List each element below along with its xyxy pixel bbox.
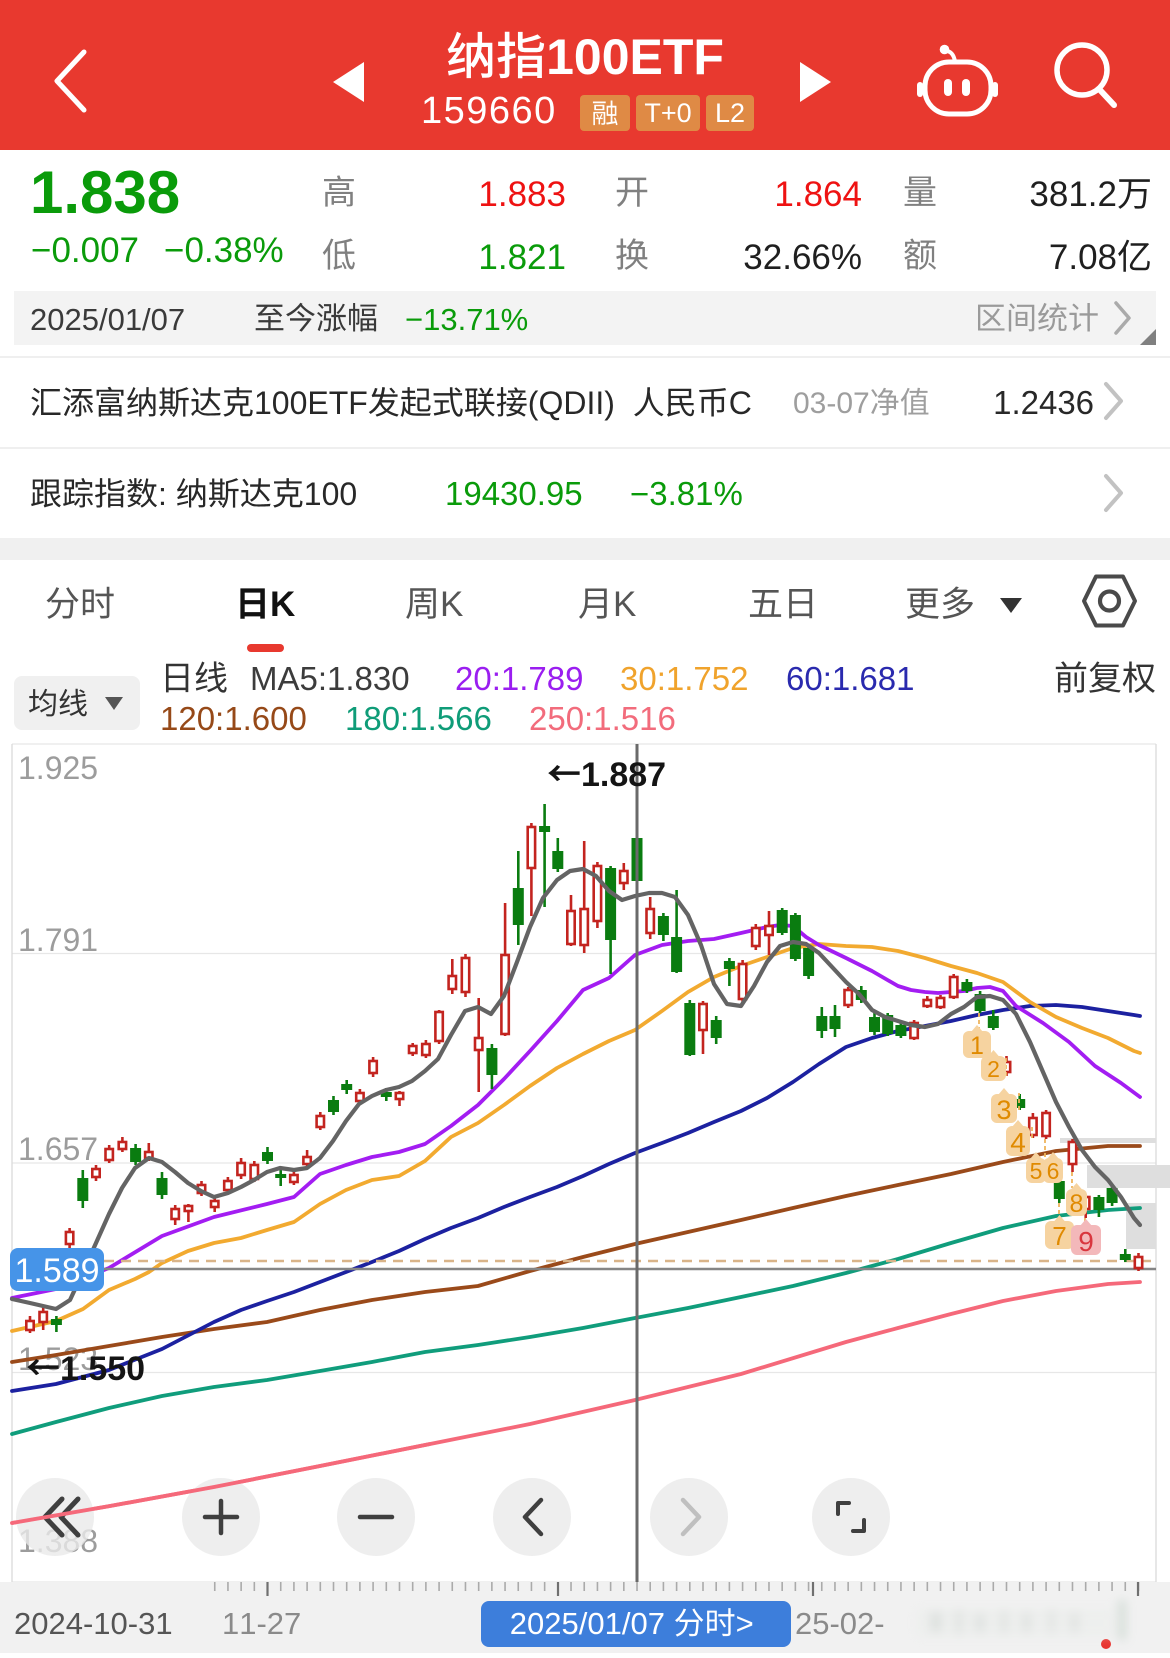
svg-text:1.887: 1.887 xyxy=(581,756,666,794)
svg-text:180:1.566: 180:1.566 xyxy=(345,700,492,737)
svg-text:3: 3 xyxy=(997,1095,1012,1125)
svg-text:7: 7 xyxy=(1052,1221,1066,1251)
svg-text:1.550: 1.550 xyxy=(60,1350,145,1388)
svg-text:1: 1 xyxy=(970,1032,984,1060)
svg-text:−3.81%: −3.81% xyxy=(630,475,743,512)
svg-text:100ETF: 100ETF xyxy=(546,29,724,85)
svg-text:1.821: 1.821 xyxy=(478,238,566,277)
svg-text:(QDII): (QDII) xyxy=(528,385,615,421)
svg-text:−0.007: −0.007 xyxy=(31,231,139,270)
svg-text:T+0: T+0 xyxy=(644,98,691,128)
svg-text:11-27: 11-27 xyxy=(222,1606,301,1641)
svg-text:L2: L2 xyxy=(715,98,745,128)
svg-text:C: C xyxy=(729,385,752,421)
svg-text:1.864: 1.864 xyxy=(774,175,862,214)
svg-text:1.657: 1.657 xyxy=(18,1131,98,1167)
svg-text:2024-10-31: 2024-10-31 xyxy=(14,1606,173,1641)
svg-text:7.08: 7.08 xyxy=(1049,238,1117,277)
svg-text:9: 9 xyxy=(1078,1226,1094,1257)
svg-text:381.2: 381.2 xyxy=(1029,175,1117,214)
svg-text:K: K xyxy=(613,585,636,624)
svg-text:1.925: 1.925 xyxy=(18,750,98,786)
svg-text:1.2436: 1.2436 xyxy=(993,384,1094,421)
svg-text:1.838: 1.838 xyxy=(30,159,180,226)
svg-text:1.791: 1.791 xyxy=(18,922,98,958)
svg-text:100ETF: 100ETF xyxy=(254,385,368,421)
svg-text::: : xyxy=(158,476,167,512)
svg-text:8: 8 xyxy=(1070,1190,1084,1218)
svg-text:1.883: 1.883 xyxy=(478,175,566,214)
svg-text:1.589: 1.589 xyxy=(15,1252,100,1290)
svg-text:MA5:1.830: MA5:1.830 xyxy=(250,660,410,697)
svg-text:K: K xyxy=(270,585,295,624)
svg-text:120:1.600: 120:1.600 xyxy=(160,700,307,737)
svg-text:2025/01/07: 2025/01/07 xyxy=(30,302,185,337)
svg-text:−0.38%: −0.38% xyxy=(164,231,284,270)
svg-text:6: 6 xyxy=(1047,1158,1060,1184)
svg-text:>: > xyxy=(736,1606,754,1641)
svg-text:03-07: 03-07 xyxy=(793,387,870,420)
svg-text:−13.71%: −13.71% xyxy=(405,302,528,337)
svg-text:K: K xyxy=(440,585,463,624)
svg-text:4: 4 xyxy=(1010,1127,1026,1158)
svg-text:100: 100 xyxy=(304,476,357,512)
svg-text:2: 2 xyxy=(987,1056,1000,1082)
svg-text:19430.95: 19430.95 xyxy=(445,475,583,512)
svg-text:159660: 159660 xyxy=(421,90,557,132)
svg-text:250:1.516: 250:1.516 xyxy=(529,700,676,737)
svg-text:20:1.789: 20:1.789 xyxy=(455,660,583,697)
svg-text:30:1.752: 30:1.752 xyxy=(620,660,748,697)
svg-text:60:1.681: 60:1.681 xyxy=(786,660,914,697)
svg-text:32.66%: 32.66% xyxy=(743,238,862,277)
svg-text:25-02-: 25-02- xyxy=(795,1606,885,1641)
svg-text:5: 5 xyxy=(1030,1158,1043,1184)
svg-text:2025/01/07: 2025/01/07 xyxy=(510,1606,665,1641)
